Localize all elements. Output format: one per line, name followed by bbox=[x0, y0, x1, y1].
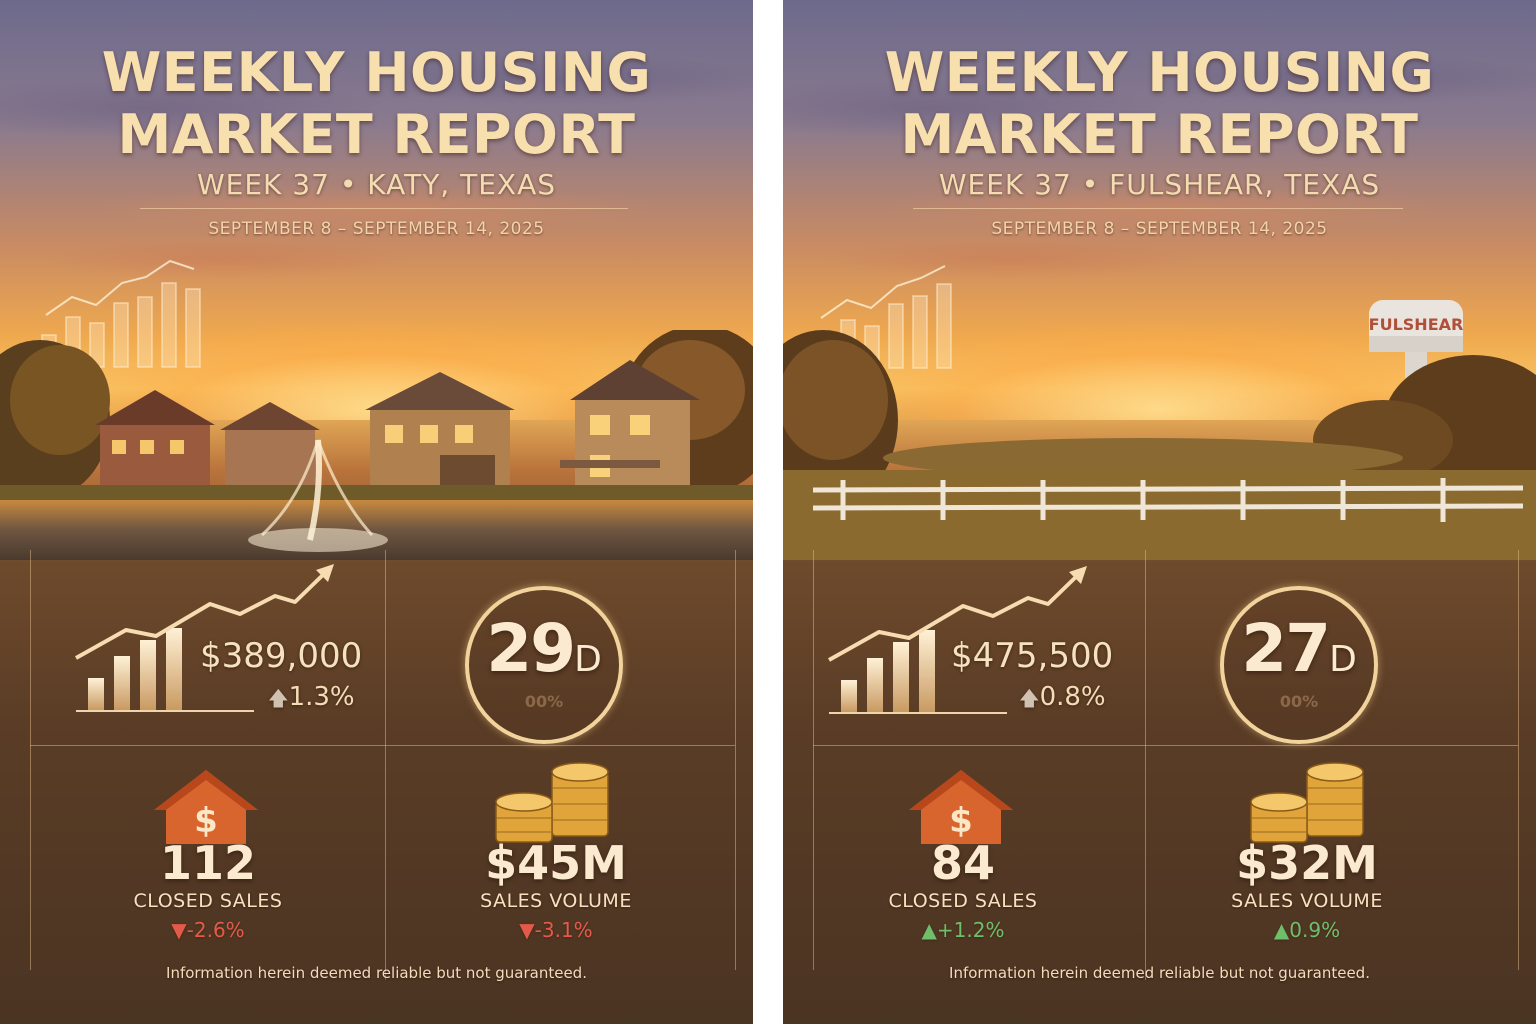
date-range: SEPTEMBER 8 – SEPTEMBER 14, 2025 bbox=[991, 219, 1328, 239]
sales-volume-change: ▼-3.1% bbox=[519, 918, 593, 942]
pasture-scene bbox=[783, 330, 1536, 560]
water-tower-label: FULSHEAR bbox=[1369, 315, 1464, 334]
median-price: $475,500 bbox=[951, 636, 1114, 676]
median-price-change-value: 1.3% bbox=[288, 682, 355, 712]
arrow-up-icon: 🡅 bbox=[268, 686, 289, 710]
grid-divider-horizontal bbox=[813, 745, 1518, 746]
house-dollar-icon: $ bbox=[154, 770, 258, 844]
bar-chart-trend-icon bbox=[75, 564, 334, 712]
house-dollar-icon: $ bbox=[909, 770, 1013, 844]
days-on-market-faint-change: 00% bbox=[1279, 692, 1319, 711]
bar-chart-trend-icon bbox=[828, 566, 1087, 714]
closed-sales-change: ▲+1.2% bbox=[921, 918, 1005, 942]
divider bbox=[140, 208, 628, 209]
stats-grid: $389,000 🡅1.3% 29D 00% $ 112 CLOSED SALE… bbox=[0, 540, 753, 980]
grid-border-right bbox=[735, 550, 736, 970]
disclaimer: Information herein deemed reliable but n… bbox=[949, 964, 1370, 982]
grid-border-right bbox=[1518, 550, 1519, 970]
days-on-market-value: 29D bbox=[469, 610, 619, 687]
title-line-1: WEEKLY HOUSING bbox=[101, 41, 652, 104]
days-on-market-unit: D bbox=[1329, 639, 1357, 680]
sales-volume-value: $32M bbox=[1236, 836, 1378, 890]
days-on-market-badge: 29D 00% bbox=[465, 586, 623, 744]
days-on-market-faint-change: 00% bbox=[524, 692, 564, 711]
arrow-up-icon: 🡅 bbox=[1019, 686, 1040, 710]
fountain bbox=[248, 439, 388, 552]
date-range: SEPTEMBER 8 – SEPTEMBER 14, 2025 bbox=[208, 219, 545, 239]
divider bbox=[913, 208, 1403, 209]
disclaimer: Information herein deemed reliable but n… bbox=[166, 964, 587, 982]
report-panel-katy: WEEKLY HOUSING MARKET REPORT WEEK 37 • K… bbox=[0, 0, 753, 1024]
grid-divider-horizontal bbox=[30, 745, 735, 746]
grid-divider-vertical bbox=[385, 550, 386, 980]
closed-sales-value: 84 bbox=[930, 836, 995, 890]
houses bbox=[95, 360, 700, 495]
stats-grid: $475,500 🡅0.8% 27D 00% $ 84 CLOSED SALES… bbox=[783, 540, 1536, 980]
coin-stack-icon bbox=[495, 762, 609, 843]
grid-border-left bbox=[813, 550, 814, 970]
days-on-market-value: 27D bbox=[1224, 610, 1374, 687]
closed-sales-label: CLOSED SALES bbox=[133, 890, 283, 912]
fence bbox=[812, 478, 1524, 522]
sales-volume-value: $45M bbox=[485, 836, 627, 890]
coin-stack-icon bbox=[1250, 762, 1364, 843]
svg-text:$: $ bbox=[194, 801, 218, 841]
sales-volume-change: ▲0.9% bbox=[1273, 918, 1341, 942]
title-line-2: MARKET REPORT bbox=[117, 103, 636, 166]
closed-sales-label: CLOSED SALES bbox=[888, 890, 1038, 912]
median-price-change-value: 0.8% bbox=[1039, 682, 1106, 712]
neighborhood-scene bbox=[0, 330, 753, 560]
report-title: WEEKLY HOUSING MARKET REPORT bbox=[0, 42, 753, 166]
days-on-market-badge: 27D 00% bbox=[1220, 586, 1378, 744]
report-title: WEEKLY HOUSING MARKET REPORT bbox=[783, 42, 1536, 166]
grid-divider-vertical bbox=[1145, 550, 1146, 980]
report-subtitle: WEEK 37 • KATY, TEXAS bbox=[196, 168, 557, 201]
title-line-2: MARKET REPORT bbox=[900, 103, 1419, 166]
sales-volume-label: SALES VOLUME bbox=[1231, 890, 1383, 912]
title-line-1: WEEKLY HOUSING bbox=[884, 41, 1435, 104]
days-on-market-number: 27 bbox=[1241, 610, 1331, 687]
days-on-market-unit: D bbox=[574, 639, 602, 680]
closed-sales-change: ▼-2.6% bbox=[171, 918, 245, 942]
report-subtitle: WEEK 37 • FULSHEAR, TEXAS bbox=[938, 168, 1381, 201]
median-price: $389,000 bbox=[200, 636, 363, 676]
report-panel-fulshear: WEEKLY HOUSING MARKET REPORT WEEK 37 • F… bbox=[783, 0, 1536, 1024]
svg-text:$: $ bbox=[949, 801, 973, 841]
sales-volume-label: SALES VOLUME bbox=[480, 890, 632, 912]
median-price-change: 🡅1.3% bbox=[268, 682, 355, 718]
closed-sales-value: 112 bbox=[159, 836, 257, 890]
grid-border-left bbox=[30, 550, 31, 970]
median-price-change: 🡅0.8% bbox=[1019, 682, 1106, 718]
days-on-market-number: 29 bbox=[486, 610, 576, 687]
